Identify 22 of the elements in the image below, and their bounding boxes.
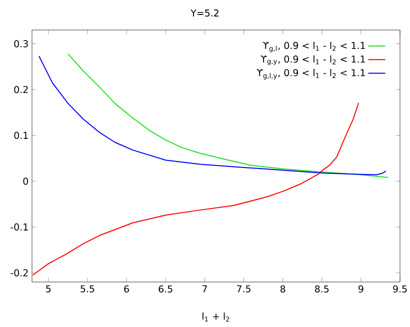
y-tick-label: -0.2: [10, 269, 28, 276]
x-tick-label: 7: [202, 285, 207, 292]
y-tick-label: -0.1: [10, 223, 28, 231]
x-tick-label: 5: [46, 285, 51, 292]
x-tick-label: 9: [358, 285, 364, 293]
x-tick-label: 8.5: [314, 285, 329, 293]
legend-label: ϒ$_{g,l}$, 0.9 < l$_{1}$ - l$_{2}$ < 1.1: [262, 42, 365, 52]
x-axis-title: l$_{1}$ + l$_{2}$: [202, 312, 230, 322]
legend-label: ϒ$_{g,l,y}$, 0.9 < l$_{1}$ - l$_{2}$ < 1.1: [256, 68, 365, 80]
y-tick-label: 0.3: [14, 40, 28, 48]
x-tick-label: 8: [280, 285, 286, 293]
legend-label: ϒ$_{g,y}$, 0.9 < l$_{1}$ - l$_{2}$ < 1.1: [260, 55, 365, 65]
chart-title: Y=5.2: [190, 9, 218, 17]
x-tick-label: 6: [124, 285, 129, 293]
x-tick-label: 7.5: [236, 285, 250, 292]
x-tick-label: 9.5: [393, 285, 407, 293]
x-tick-label: 5.5: [80, 285, 94, 292]
y-tick-label: 0: [23, 178, 28, 185]
y-tick-label: 0.2: [14, 86, 28, 94]
line-series: [32, 102, 360, 276]
x-tick-label: 6.5: [158, 285, 172, 293]
y-tick-label: 0.1: [14, 132, 28, 139]
